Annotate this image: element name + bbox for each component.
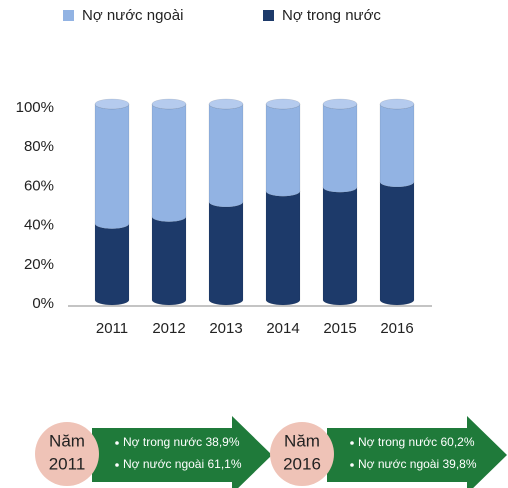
year: 2016 (283, 454, 321, 473)
year: 2011 (49, 454, 86, 473)
bullet (115, 463, 119, 467)
bar-cap (322, 98, 358, 110)
bar-segment (94, 103, 130, 230)
x-tick-label: 2012 (152, 320, 185, 337)
legend-label: Nợ nước ngoài (82, 7, 183, 24)
bar-segment (379, 181, 415, 306)
x-tick-label: 2015 (323, 320, 356, 337)
bar-segment (265, 103, 301, 197)
year-circle (35, 422, 99, 486)
bar-segment (208, 201, 244, 306)
bullet (350, 463, 354, 467)
y-tick-label: 80% (24, 138, 54, 155)
x-tick-label: 2011 (96, 320, 128, 337)
bar-segment (208, 103, 244, 208)
bar-cap (94, 98, 130, 110)
arrow (327, 416, 507, 488)
y-tick-label: 40% (24, 217, 54, 234)
y-tick-label: 0% (32, 295, 54, 312)
legend-label: Nợ trong nước (282, 7, 381, 24)
panel-line: Nợ nước ngoài 39,8% (358, 457, 477, 471)
panel-line: Nợ nước ngoài 61,1% (123, 457, 242, 471)
bar-segment (94, 223, 130, 306)
x-tick-label: 2016 (380, 320, 413, 337)
bar-segment (151, 216, 187, 306)
y-tick-label: 100% (16, 99, 54, 116)
bar-segment (322, 187, 358, 306)
y-tick-label: 20% (24, 256, 54, 273)
legend-swatch (63, 10, 74, 21)
bar-cap (379, 98, 415, 110)
year-word: Năm (284, 431, 320, 450)
bar-segment (322, 103, 358, 193)
bar-cap (208, 98, 244, 110)
x-tick-label: 2014 (266, 320, 299, 337)
bullet (350, 441, 354, 445)
x-tick-label: 2013 (209, 320, 242, 337)
panel-line: Nợ trong nước 38,9% (123, 435, 240, 449)
y-tick-label: 60% (24, 177, 54, 194)
bar-cap (151, 98, 187, 110)
bar-segment (265, 191, 301, 306)
bar-cap (265, 98, 301, 110)
panel-line: Nợ trong nước 60,2% (358, 435, 475, 449)
legend-swatch (263, 10, 274, 21)
bullet (115, 441, 119, 445)
year-circle (270, 422, 334, 486)
bar-segment (151, 103, 187, 222)
arrow (92, 416, 272, 488)
year-word: Năm (49, 431, 85, 450)
bar-segment (379, 103, 415, 188)
